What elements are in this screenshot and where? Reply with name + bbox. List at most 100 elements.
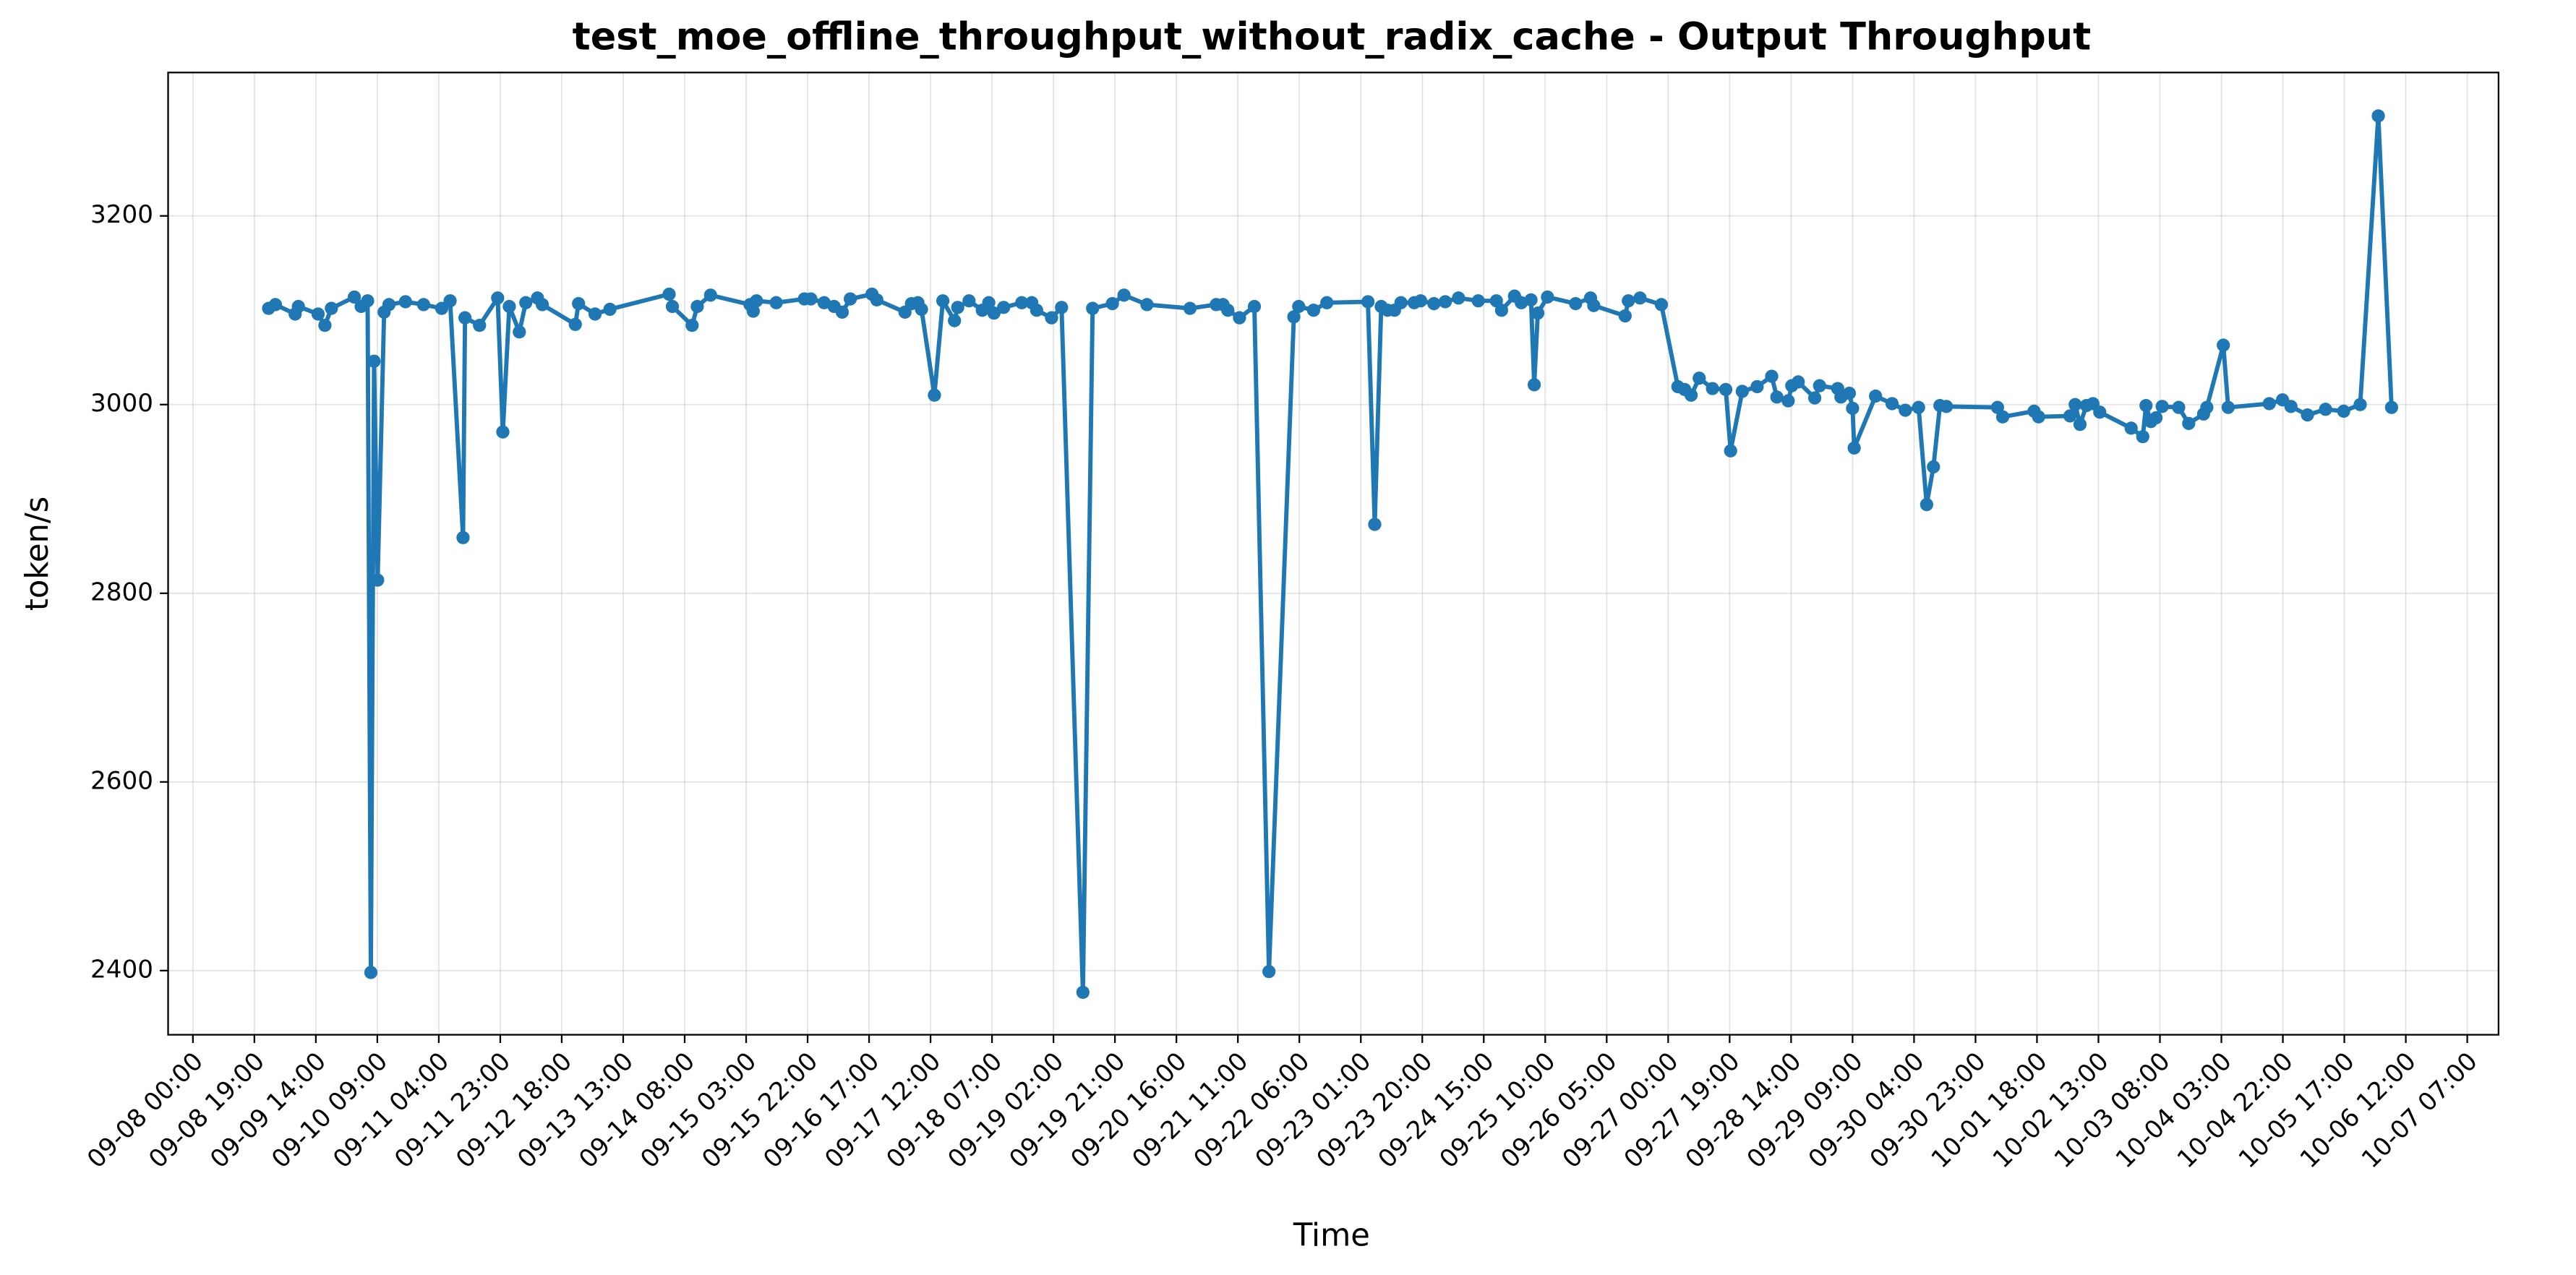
- data-point: [513, 325, 526, 339]
- data-point: [1076, 985, 1090, 999]
- data-point: [1899, 403, 1912, 417]
- data-point: [2217, 338, 2230, 352]
- data-point: [1847, 441, 1861, 455]
- data-point: [1587, 299, 1601, 312]
- data-point: [951, 301, 964, 314]
- data-point: [1368, 518, 1382, 531]
- y-axis-label: token/s: [20, 497, 56, 611]
- data-point: [1885, 397, 1899, 411]
- data-point: [1413, 294, 1428, 308]
- data-point: [361, 294, 375, 308]
- data-point: [1719, 382, 1733, 396]
- data-point: [603, 302, 617, 317]
- data-point: [347, 290, 361, 304]
- data-point: [1541, 290, 1554, 304]
- data-point: [1221, 304, 1235, 317]
- data-point: [473, 318, 487, 332]
- data-point: [325, 301, 338, 315]
- y-tick-label: 2800: [90, 578, 153, 606]
- data-point: [588, 307, 602, 321]
- data-point: [2063, 409, 2077, 423]
- y-tick-label: 3200: [90, 200, 153, 229]
- data-point: [371, 573, 385, 587]
- data-point: [685, 318, 699, 332]
- data-point: [1394, 296, 1408, 309]
- data-point: [982, 296, 996, 309]
- data-point: [2073, 418, 2087, 432]
- data-point: [2319, 403, 2332, 416]
- data-point: [1569, 296, 1583, 311]
- data-point: [1622, 294, 1635, 308]
- data-point: [690, 299, 704, 314]
- data-point: [291, 299, 305, 314]
- data-point: [703, 288, 717, 302]
- data-point: [1183, 301, 1197, 315]
- data-point: [1015, 296, 1029, 309]
- data-point: [1750, 379, 1764, 394]
- data-point: [2221, 400, 2235, 414]
- data-point: [1292, 299, 1306, 314]
- data-point: [936, 294, 950, 308]
- data-point: [1684, 388, 1698, 402]
- data-point: [2155, 400, 2169, 413]
- data-point: [1494, 304, 1508, 317]
- data-point: [1531, 306, 1545, 320]
- data-point: [1618, 309, 1632, 323]
- data-point: [662, 287, 676, 301]
- data-point: [1287, 310, 1301, 324]
- data-point: [750, 294, 763, 308]
- data-point: [458, 311, 472, 325]
- data-point: [1765, 369, 1779, 383]
- data-point: [928, 388, 941, 402]
- data-point: [572, 296, 586, 311]
- y-tick-label: 3000: [90, 389, 153, 418]
- data-point: [804, 292, 818, 306]
- data-point: [2337, 404, 2350, 418]
- data-point: [835, 305, 850, 319]
- data-point: [987, 306, 1001, 320]
- data-point: [948, 314, 962, 327]
- data-point: [1920, 497, 1933, 512]
- chart-title: test_moe_offline_throughput_without_radi…: [573, 15, 2091, 59]
- data-point: [1724, 444, 1737, 458]
- data-point: [769, 296, 783, 309]
- data-point: [2384, 400, 2399, 414]
- data-point: [1654, 298, 1669, 312]
- data-point: [1781, 394, 1795, 408]
- data-point: [1055, 301, 1069, 314]
- data-point: [2371, 109, 2385, 123]
- data-point: [1105, 296, 1119, 311]
- data-point: [1045, 311, 1058, 325]
- data-point: [1706, 382, 1719, 395]
- data-point: [1940, 400, 1954, 413]
- data-point: [1735, 385, 1749, 398]
- data-point: [1247, 299, 1262, 314]
- data-point: [398, 295, 412, 309]
- data-point: [2200, 400, 2214, 414]
- data-point: [367, 354, 381, 368]
- data-point: [1912, 400, 1925, 414]
- data-point: [2139, 398, 2153, 413]
- data-point: [1792, 375, 1805, 389]
- data-point: [416, 298, 430, 312]
- data-point: [1471, 294, 1485, 308]
- data-point: [746, 304, 760, 318]
- data-point: [2068, 398, 2082, 411]
- data-point: [1361, 295, 1375, 309]
- data-point: [1633, 291, 1647, 305]
- data-point: [843, 292, 857, 306]
- data-point: [1524, 293, 1538, 306]
- data-point: [1693, 372, 1706, 385]
- data-point: [1320, 296, 1334, 309]
- data-point: [519, 296, 533, 309]
- data-point: [2032, 410, 2045, 424]
- data-point: [1995, 410, 2010, 424]
- data-point: [1140, 298, 1154, 312]
- data-point: [997, 301, 1011, 314]
- data-point: [1086, 301, 1100, 315]
- data-point: [1030, 304, 1043, 317]
- data-point: [382, 298, 396, 312]
- data-point: [2182, 416, 2196, 430]
- data-point: [456, 531, 470, 544]
